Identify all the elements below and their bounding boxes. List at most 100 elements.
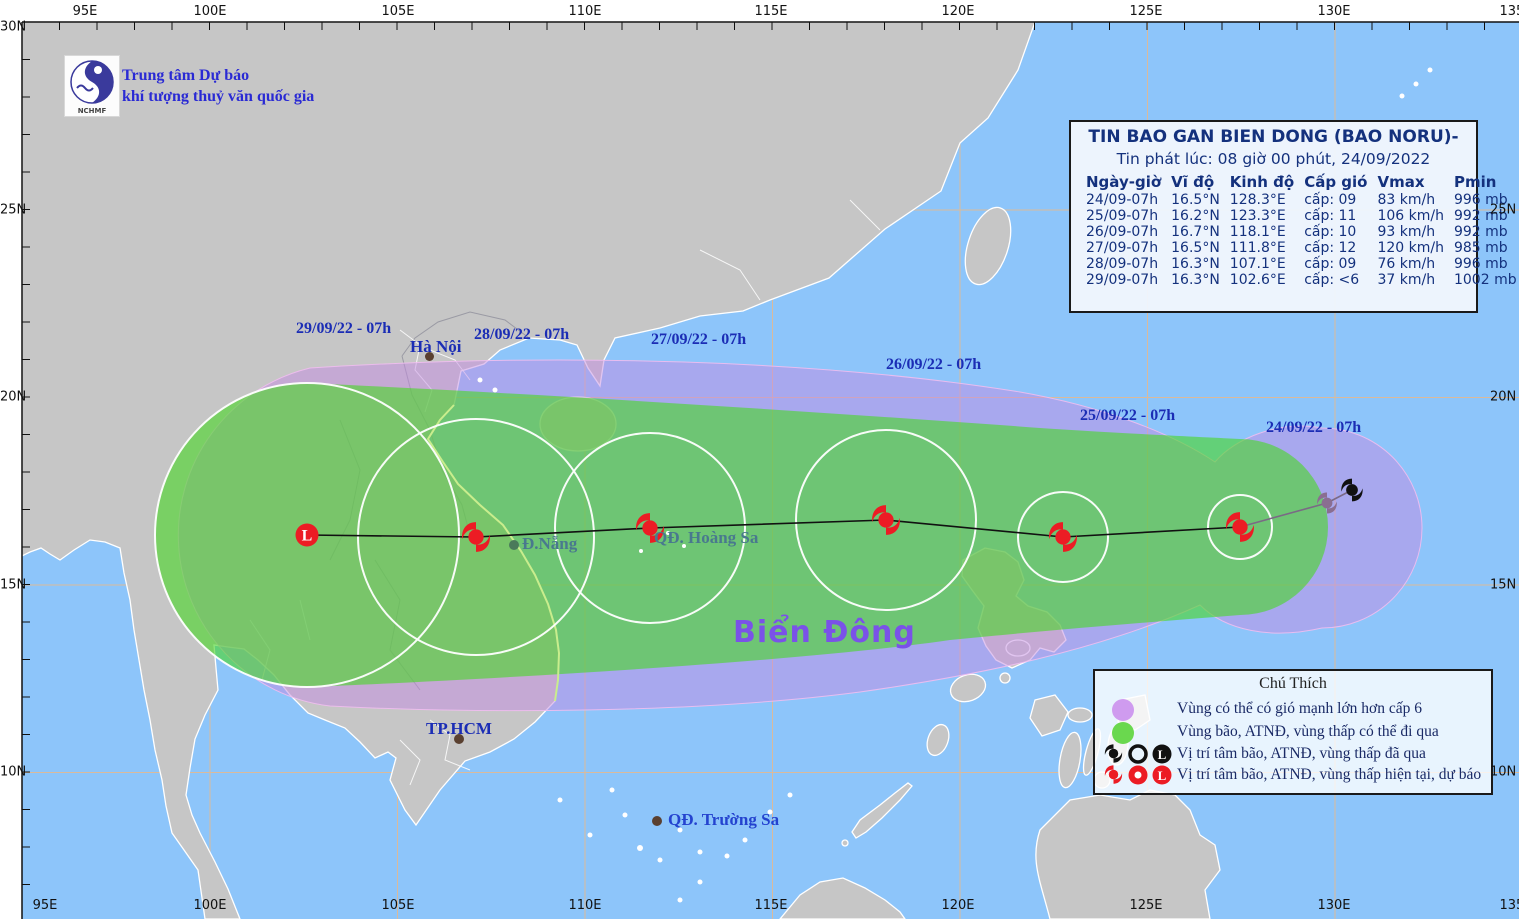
table-cell: cấp: 11 [1304,208,1357,224]
axis-label: 15N [0,577,27,593]
axis-label: 100E [193,4,227,19]
table-cell: 24/09-07h [1086,192,1159,208]
axis-label: 25N [1490,202,1517,218]
table-cell: cấp: 10 [1304,224,1357,240]
axis-label: 20N [0,389,27,405]
table-cell: 16.3°N [1171,256,1220,272]
table-cell: 118.1°E [1229,224,1286,240]
track-date-label: 26/09/22 - 07h [886,356,982,373]
island-negros [1058,731,1082,789]
table-cell: 83 km/h [1377,192,1436,208]
axis-label: 20N [1490,389,1517,405]
table-row: 24/09-07h 16.5°N 128.3°E cấp: 09 83 km/h 996 … [1081,192,1519,208]
table-cell: 128.3°E [1229,192,1286,208]
axis-label: 130E [1317,4,1351,19]
track-date-label: 28/09/22 - 07h [474,326,570,343]
table-cell: 111.8°E [1229,240,1286,256]
svg-text:L: L [1158,768,1167,783]
table-cell: 107.1°E [1229,256,1286,272]
column-header: Kinh độ [1229,173,1295,191]
table-cell: 28/09-07h [1086,256,1159,272]
table-cell: 16.3°N [1171,272,1220,288]
axis-label: 100E [193,898,227,913]
table-cell: 16.7°N [1171,224,1220,240]
sea-name-label: Biển Đông [733,615,916,650]
column-header: Cấp gió [1304,173,1368,191]
storm-symbols: L [295,478,1363,552]
track-date-label: 25/09/22 - 07h [1080,407,1176,424]
axis-label: 135E [1499,4,1519,19]
agency-name-line2: khí tượng thuỷ văn quốc gia [122,88,315,105]
table-cell: 37 km/h [1377,272,1436,288]
svg-text:L: L [1158,747,1167,762]
axis-label: 115E [754,4,788,19]
island-taiwan [964,206,1012,286]
bulletin-title: TIN BAO GAN BIEN DONG (BAO NORU)- [1088,127,1459,147]
bulletin-infobox: TIN BAO GAN BIEN DONG (BAO NORU)- Tin ph… [1069,120,1517,313]
table-cell: cấp: 12 [1304,240,1357,256]
coast-highlight [426,404,561,702]
axis-label: 120E [941,4,975,19]
axis-label: 135E [1499,898,1519,913]
city-dot-hcmc [454,734,464,744]
legend-box: Chú Thích Vùng có thể có gió mạnh lớn hơ… [1093,669,1493,795]
table-cell: 102.6°E [1229,272,1286,288]
logo-caption: NCHMF [77,107,107,115]
table-cell: 1002 mb [1453,272,1517,288]
axis-label: 125E [1129,4,1163,19]
track-date-label: 27/09/22 - 07h [651,331,747,348]
storm-pass-area [155,383,1328,687]
nchmf-logo: NCHMF [64,55,120,117]
axis-label: 130E [1317,898,1351,913]
label-hoang-sa: QĐ. Hoàng Sa [654,528,759,547]
forecast-table-header: Ngày-giờ Vĩ độ Kinh độ Cấp gió Vmax Pmin [1081,172,1519,192]
table-row: 25/09-07h 16.2°N 123.3°E cấp: 11 106 km/h 992… [1081,208,1519,224]
axis-label: 110E [568,4,602,19]
track-date-label: 29/09/22 - 07h [296,320,392,337]
forecast-table-body: 24/09-07h 16.5°N 128.3°E cấp: 09 83 km/h 996 … [1081,192,1519,288]
legend-title: Chú Thích [1259,675,1327,692]
svg-text:L: L [302,528,313,545]
axis-label: 110E [568,898,602,913]
axis-label: 120E [941,898,975,913]
axis-label: 95E [32,898,58,913]
island-panay [1029,694,1069,737]
table-row: 27/09-07h 16.5°N 111.8°E cấp: 12 120 km/h 985… [1081,240,1519,256]
dot-truong-sa [652,816,662,826]
map-border [21,21,1519,919]
table-cell: 106 km/h [1377,208,1444,224]
legend-label: Vùng có thể có gió mạnh lớn hơn cấp 6 [1177,700,1422,717]
axis-label: 15N [1490,577,1517,593]
table-cell: 996 mb [1453,256,1508,272]
legend-item: L Vị trí tâm bão, ATNĐ, vùng thấp hiện t… [1095,764,1491,786]
legend-item: L Vị trí tâm bão, ATNĐ, vùng thấp đã qua [1095,743,1491,765]
table-cell: 29/09-07h [1086,272,1159,288]
legend-label: Vị trí tâm bão, ATNĐ, vùng thấp đã qua [1177,745,1426,762]
city-label-danang: Đ.Nẵng [522,534,578,553]
agency-name-line1: Trung tâm Dự báo [122,67,250,84]
axis-label: 95E [72,4,98,19]
purple-area-icon [1112,699,1134,721]
city-label-hcmc: TP.HCM [426,719,492,738]
column-header: Ngày-giờ [1086,173,1162,191]
city-dot-hanoi [425,352,434,361]
table-cell: cấp: 09 [1304,192,1357,208]
island-palawan [851,782,913,839]
table-cell: 76 km/h [1377,256,1436,272]
legend-label: Vùng bão, ATNĐ, vùng thấp có thể đi qua [1177,723,1439,740]
table-cell: 996 mb [1453,192,1508,208]
axis-label: 125E [1129,898,1163,913]
legend-item: Vùng có thể có gió mạnh lớn hơn cấp 6 [1095,698,1491,721]
axis-label: 30N [0,19,27,35]
axis-label: 10N [1490,764,1517,780]
column-header: Vĩ độ [1171,173,1215,191]
green-area-icon [1112,722,1134,744]
table-cell: 16.5°N [1171,240,1220,256]
axis-ticks [21,21,1485,885]
table-cell: 25/09-07h [1086,208,1159,224]
low-pressure-icon: L [295,523,319,547]
legend-item: Vùng bão, ATNĐ, vùng thấp có thể đi qua [1095,721,1491,744]
past-position-icons: L [1104,744,1172,764]
table-cell: 120 km/h [1377,240,1444,256]
axis-label: 105E [381,898,415,913]
